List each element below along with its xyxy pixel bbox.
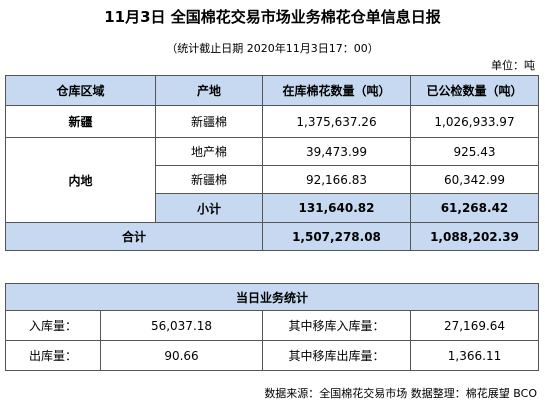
region: 内地 [5,137,156,223]
label: 入库量： [5,310,101,341]
origin: 新疆棉 [155,165,263,194]
daily-table: 当日业务统计 入库量： 56,037.18 其中移库入库量： 27,169.64… [4,283,540,371]
stock: 39,473.99 [262,137,411,166]
daily-title: 当日业务统计 [4,283,540,311]
inspected: 925.43 [410,137,539,166]
total-label: 合计 [5,222,263,251]
label: 其中移库出库量： [262,340,411,371]
label: 其中移库入库量： [262,310,411,341]
value: 90.66 [100,340,263,371]
title: 11月3日 全国棉花交易市场业务棉花仓单信息日报 [104,8,441,26]
subtotal-inspected: 61,268.42 [410,193,539,223]
subtotal-stock: 131,640.82 [262,193,411,223]
value: 27,169.64 [409,310,540,341]
inspected: 60,342.99 [410,165,539,194]
value: 56,037.18 [100,310,263,341]
value: 1,366.11 [409,340,540,371]
origin: 地产棉 [155,137,263,166]
label: 出库量： [5,340,101,371]
total-stock: 1,507,278.08 [262,222,411,251]
subtitle: （统计截止日期 2020年11月3日17：00） [166,42,379,55]
header-cell: 产地 [155,75,263,106]
unit: 单位：吨 [491,59,535,72]
stock: 92,166.83 [262,165,411,194]
stock: 1,375,637.26 [262,105,411,138]
header-cell: 在库棉花数量（吨） [262,75,411,106]
subtotal-label: 小计 [155,193,263,223]
total-inspected: 1,088,202.39 [410,222,539,251]
inspected: 1,026,933.97 [410,105,539,138]
warehouse-table: 仓库区域 产地 在库棉花数量（吨） 已公检数量（吨） 新疆 新疆棉 1,375,… [5,75,539,251]
header-cell: 已公检数量（吨） [410,75,539,106]
footer: 数据来源：全国棉花交易市场 数据整理：棉花展望 BCO [264,387,537,400]
origin: 新疆棉 [155,105,263,138]
header-cell: 仓库区域 [5,75,156,106]
region: 新疆 [5,105,156,138]
